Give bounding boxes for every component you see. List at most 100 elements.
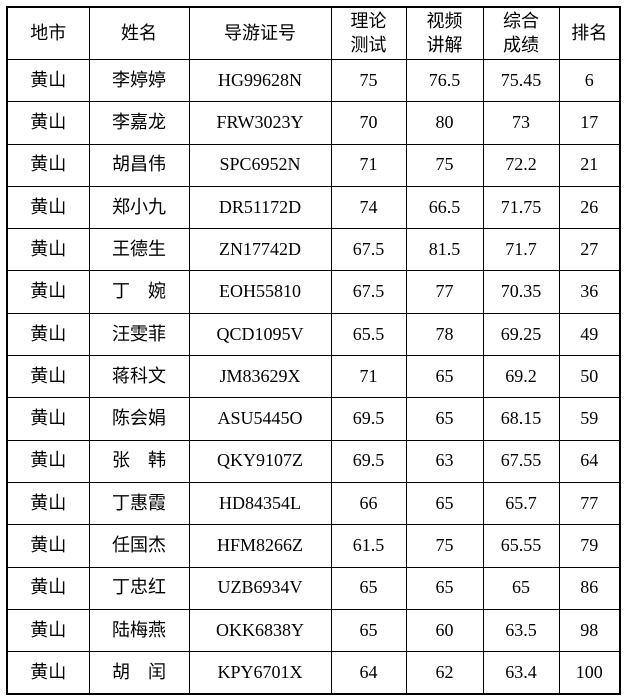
cell-cert-no: QKY9107Z: [188, 439, 332, 483]
table-body: 黄山 李婷婷 HG99628N 75 76.5 75.45 6 黄山 李嘉龙 FRW3023Y 70…: [6, 58, 621, 695]
cell-video-score: 75: [405, 524, 484, 568]
cell-name: 王德生: [88, 228, 190, 272]
header-cell-rank: 排名: [558, 6, 621, 60]
cell-theory-score: 71: [330, 355, 407, 399]
table-row: 黄山 陆梅燕 OKK6838Y 65 60 63.5 98: [6, 608, 621, 653]
cell-cert-no: ZN17742D: [188, 228, 332, 272]
cell-theory-score: 69.5: [330, 397, 407, 441]
table-row: 黄山张 韩 QKY9107Z 69.5 63 67.55 64: [6, 439, 621, 483]
cell-theory-score: 70: [330, 101, 407, 145]
cell-cert-no: JM83629X: [188, 355, 332, 399]
cell-theory-score: 67.5: [330, 270, 407, 314]
table-row: 黄山 王德生 ZN17742D 67.5 81.5 71.7 27: [6, 228, 621, 272]
header-row: 地市 姓名 导游证号 理论 测试 视频 讲解 综合 成绩 排名: [6, 6, 621, 60]
cell-city: 黄山: [6, 143, 90, 187]
table-row: 黄山丁 婉 EOH55810 67.5 77 70.35 36: [6, 270, 621, 314]
cell-rank: 98: [558, 608, 621, 653]
cell-theory-score: 65.5: [330, 312, 407, 357]
cell-name: 李嘉龙: [88, 101, 190, 145]
cell-city: 黄山: [6, 101, 90, 145]
cell-city: 黄山: [6, 439, 90, 483]
cell-theory-score: 65: [330, 566, 407, 610]
cell-city: 黄山: [6, 651, 90, 695]
header-cell-video-score: 视频 讲解: [405, 6, 484, 60]
cell-cert-no: EOH55810: [188, 270, 332, 314]
cell-video-score: 65: [405, 355, 484, 399]
cell-name: 丁 婉: [88, 270, 190, 314]
cell-video-score: 66.5: [405, 185, 484, 230]
cell-name: 汪雯菲: [88, 312, 190, 357]
cell-name: 陈会娟: [88, 397, 190, 441]
header-cell-cert-no: 导游证号: [188, 6, 332, 60]
cell-overall-score: 68.15: [482, 397, 560, 441]
table-row: 黄山 丁惠霞 HD84354L 66 65 65.7 77: [6, 481, 621, 526]
cell-city: 黄山: [6, 58, 90, 103]
cell-city: 黄山: [6, 185, 90, 230]
cell-overall-score: 65: [482, 566, 560, 610]
cell-theory-score: 67.5: [330, 228, 407, 272]
cell-rank: 100: [558, 651, 621, 695]
cell-rank: 50: [558, 355, 621, 399]
cell-overall-score: 63.5: [482, 608, 560, 653]
cell-rank: 36: [558, 270, 621, 314]
table-row: 黄山 丁忠红 UZB6934V 65 65 65 86: [6, 566, 621, 610]
cell-city: 黄山: [6, 228, 90, 272]
cell-theory-score: 64: [330, 651, 407, 695]
cell-overall-score: 73: [482, 101, 560, 145]
cell-rank: 86: [558, 566, 621, 610]
cell-name: 丁惠霞: [88, 481, 190, 526]
cell-name: 张 韩: [88, 439, 190, 483]
cell-rank: 21: [558, 143, 621, 187]
header-cell-theory-score: 理论 测试: [330, 6, 407, 60]
cell-city: 黄山: [6, 481, 90, 526]
header-cell-overall-score: 综合 成绩: [482, 6, 560, 60]
table-row: 黄山 汪雯菲 QCD1095V 65.5 78 69.25 49: [6, 312, 621, 357]
cell-video-score: 62: [405, 651, 484, 695]
cell-name: 任国杰: [88, 524, 190, 568]
cell-rank: 6: [558, 58, 621, 103]
cell-overall-score: 65.55: [482, 524, 560, 568]
cell-city: 黄山: [6, 355, 90, 399]
table-row: 黄山 郑小九 DR51172D 74 66.5 71.75 26: [6, 185, 621, 230]
cell-cert-no: FRW3023Y: [188, 101, 332, 145]
cell-overall-score: 65.7: [482, 481, 560, 526]
table-row: 黄山 陈会娟 ASU5445O 69.5 65 68.15 59: [6, 397, 621, 441]
cell-cert-no: HD84354L: [188, 481, 332, 526]
cell-cert-no: KPY6701X: [188, 651, 332, 695]
cell-rank: 64: [558, 439, 621, 483]
table-row: 黄山 蒋科文 JM83629X 71 65 69.2 50: [6, 355, 621, 399]
cell-video-score: 81.5: [405, 228, 484, 272]
cell-name: 胡昌伟: [88, 143, 190, 187]
cell-cert-no: UZB6934V: [188, 566, 332, 610]
cell-cert-no: HG99628N: [188, 58, 332, 103]
cell-rank: 49: [558, 312, 621, 357]
cell-cert-no: SPC6952N: [188, 143, 332, 187]
cell-cert-no: DR51172D: [188, 185, 332, 230]
table-row: 黄山 任国杰 HFM8266Z 61.5 75 65.55 79: [6, 524, 621, 568]
table-row: 黄山 李婷婷 HG99628N 75 76.5 75.45 6: [6, 58, 621, 103]
cell-video-score: 80: [405, 101, 484, 145]
table-row: 黄山 胡昌伟 SPC6952N 71 75 72.2 21: [6, 143, 621, 187]
header-cell-name: 姓名: [88, 6, 190, 60]
cell-video-score: 65: [405, 566, 484, 610]
score-table-container: 地市 姓名 导游证号 理论 测试 视频 讲解 综合 成绩 排名 黄山 李婷婷 HG9…: [6, 6, 621, 696]
cell-overall-score: 69.25: [482, 312, 560, 357]
cell-name: 胡 闰: [88, 651, 190, 695]
cell-overall-score: 71.75: [482, 185, 560, 230]
cell-cert-no: OKK6838Y: [188, 608, 332, 653]
cell-video-score: 63: [405, 439, 484, 483]
table-row: 黄山胡 闰 KPY6701X 64 62 63.4 100: [6, 651, 621, 695]
cell-video-score: 78: [405, 312, 484, 357]
cell-rank: 59: [558, 397, 621, 441]
cell-city: 黄山: [6, 397, 90, 441]
cell-overall-score: 67.55: [482, 439, 560, 483]
cell-city: 黄山: [6, 270, 90, 314]
cell-overall-score: 71.7: [482, 228, 560, 272]
cell-overall-score: 72.2: [482, 143, 560, 187]
cell-city: 黄山: [6, 608, 90, 653]
cell-cert-no: QCD1095V: [188, 312, 332, 357]
cell-overall-score: 63.4: [482, 651, 560, 695]
cell-video-score: 75: [405, 143, 484, 187]
cell-video-score: 60: [405, 608, 484, 653]
cell-theory-score: 75: [330, 58, 407, 103]
